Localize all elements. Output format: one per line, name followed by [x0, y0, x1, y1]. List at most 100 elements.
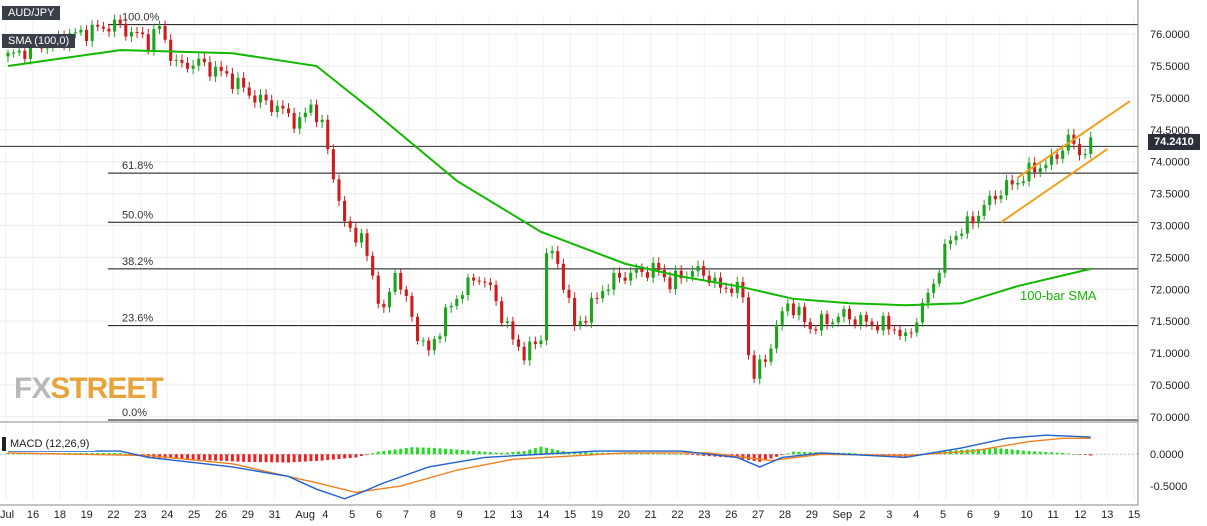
- macd-histogram-bar: [376, 451, 380, 455]
- candle-body: [601, 291, 605, 299]
- candle-body: [376, 275, 380, 304]
- macd-histogram-bar: [853, 453, 857, 455]
- x-tick-label: 22: [107, 509, 119, 521]
- candle-body: [522, 346, 526, 361]
- candle-body: [129, 32, 133, 37]
- macd-histogram-bar: [393, 449, 397, 455]
- macd-histogram-bar: [382, 450, 386, 455]
- candle-body: [460, 295, 464, 299]
- x-tick-label: 19: [591, 509, 603, 521]
- macd-line: [8, 434, 1091, 500]
- macd-histogram-bar: [999, 448, 1003, 455]
- candle-body: [550, 251, 554, 254]
- x-tick-label: 23: [134, 509, 146, 521]
- x-tick-label: Aug: [295, 509, 315, 521]
- candle-body: [382, 303, 386, 308]
- candle-body: [999, 195, 1003, 200]
- x-tick-label: Sep: [833, 509, 853, 521]
- candle-body: [831, 322, 835, 325]
- macd-histogram-bar: [219, 454, 223, 461]
- x-tick-label: 6: [967, 509, 973, 521]
- candle-body: [1044, 164, 1048, 169]
- candle-body: [735, 281, 739, 294]
- candle-body: [455, 298, 459, 306]
- macd-histogram-bar: [197, 454, 201, 460]
- candle-body: [1016, 182, 1020, 185]
- candle-body: [214, 66, 218, 77]
- macd-histogram-bar: [180, 454, 184, 460]
- candle-body: [808, 322, 812, 330]
- fib-label: 38.2%: [122, 256, 153, 268]
- x-tick-label: 15: [1128, 509, 1140, 521]
- candle-body: [494, 284, 498, 302]
- candle-body: [415, 316, 420, 341]
- candle-body: [6, 52, 10, 57]
- macd-histogram-bar: [483, 451, 487, 455]
- y-tick-label: 71.5000: [1150, 316, 1190, 328]
- macd-histogram-bar: [1061, 452, 1065, 455]
- x-tick-label: 27: [752, 509, 764, 521]
- macd-histogram-bar: [668, 453, 672, 455]
- macd-histogram-bar: [225, 454, 229, 462]
- candle-body: [124, 23, 128, 37]
- fib-label: 61.8%: [122, 160, 153, 172]
- candle-body: [219, 66, 223, 72]
- macd-histogram-bar: [444, 448, 448, 455]
- candle-body: [500, 301, 504, 323]
- candle-body: [657, 262, 661, 271]
- axes: 76.0000 75.5000 75.0000 74.5000 74.0000 73.50…: [0, 0, 1190, 521]
- candle-body: [707, 275, 711, 284]
- macd-histogram-bar: [533, 448, 537, 455]
- x-tick-label: 9: [457, 509, 463, 521]
- macd-histogram-bar: [517, 451, 521, 455]
- candle-body: [612, 272, 616, 290]
- candle-body: [556, 251, 560, 264]
- macd-histogram-bar: [763, 454, 767, 461]
- candle-body: [113, 19, 117, 32]
- candle-body: [208, 62, 212, 77]
- y-tick-label: 75.0000: [1150, 93, 1190, 105]
- candle-body: [561, 263, 565, 290]
- candle-body: [107, 28, 111, 32]
- candle-body: [528, 341, 532, 361]
- macd-histogram-bar: [477, 451, 481, 455]
- macd-histogram-bar: [399, 448, 403, 455]
- macd-histogram-bar: [416, 447, 420, 455]
- candle-body: [674, 270, 678, 290]
- macd-histogram-bar: [472, 450, 476, 455]
- macd-y-tick-label: -0.5000: [1150, 481, 1187, 493]
- candle-body: [763, 359, 767, 362]
- x-tick-label: 13: [1101, 509, 1113, 521]
- macd-histogram-bar: [354, 454, 358, 458]
- candle-body: [915, 322, 919, 333]
- candle-body: [1038, 168, 1042, 173]
- y-tick-label: 72.5000: [1150, 252, 1190, 264]
- macd-histogram-bar: [803, 451, 807, 455]
- candle-body: [892, 329, 896, 331]
- macd-histogram-bar: [1089, 454, 1093, 456]
- macd-histogram-bar: [674, 454, 678, 455]
- candle-body: [449, 305, 453, 308]
- macd-histogram-bar: [545, 447, 549, 455]
- watermark-fx: FX: [14, 372, 51, 405]
- macd-histogram-bar: [685, 454, 689, 455]
- candle-body: [696, 266, 700, 272]
- macd-histogram-bar: [169, 454, 173, 459]
- macd-histogram-bar: [505, 452, 509, 455]
- macd-histogram-bar: [1049, 452, 1053, 455]
- candle-body: [982, 205, 986, 216]
- x-tick-label: 5: [940, 509, 946, 521]
- macd-histogram-bar: [1010, 449, 1014, 455]
- candle-body: [432, 339, 436, 351]
- macd-histogram-bar: [679, 454, 683, 455]
- macd-histogram-bar: [320, 454, 324, 461]
- candle-body: [825, 314, 829, 325]
- candle-body: [320, 119, 324, 123]
- candle-body: [797, 306, 801, 316]
- macd-histogram-bar: [242, 454, 246, 462]
- x-tick-label: 28: [779, 509, 791, 521]
- candle-body: [421, 340, 425, 342]
- macd-histogram-bar: [410, 447, 414, 455]
- candle-body: [702, 266, 706, 276]
- candle-body: [23, 50, 27, 59]
